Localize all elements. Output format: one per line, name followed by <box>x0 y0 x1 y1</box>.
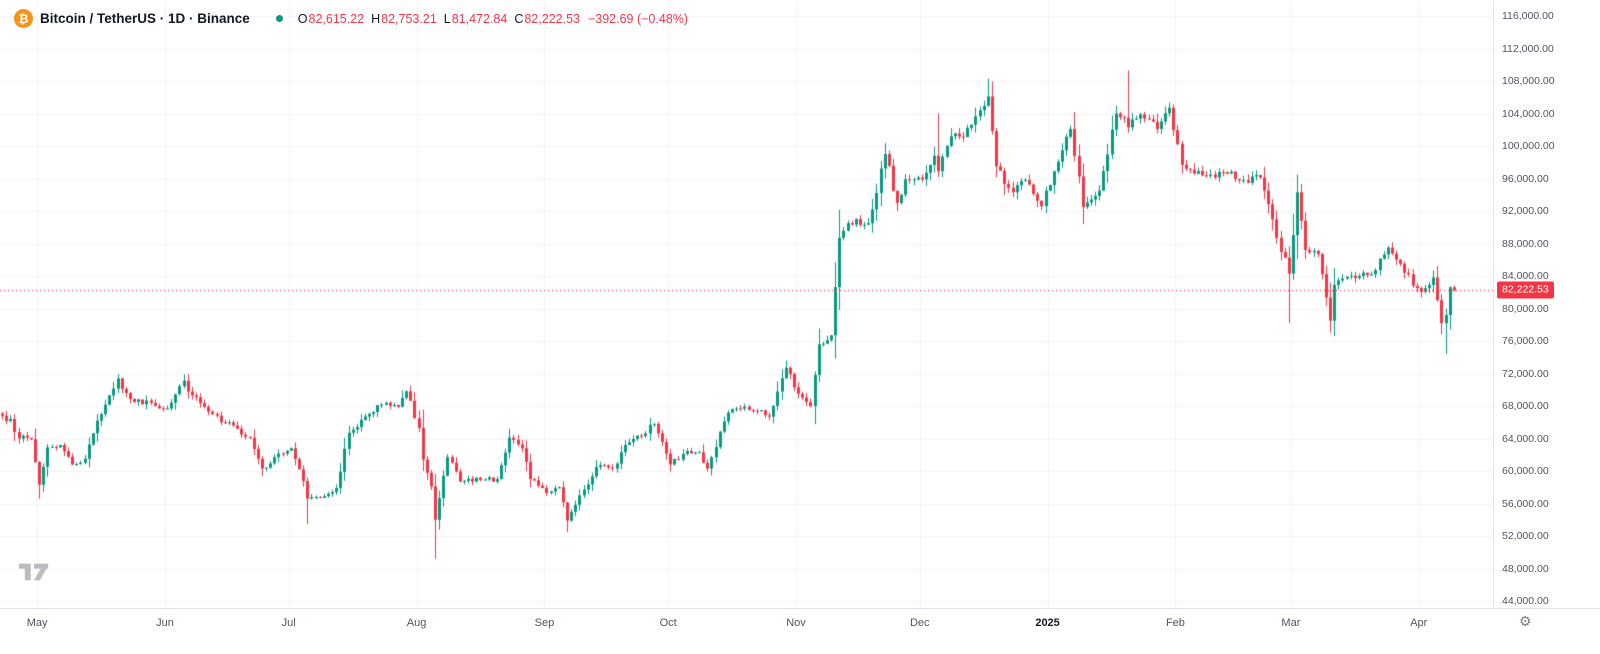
price-axis-label: 76,000.00 <box>1502 335 1549 347</box>
candlestick-canvas[interactable] <box>0 0 1493 608</box>
price-axis-label: 44,000.00 <box>1502 595 1549 607</box>
high-label: H <box>371 11 381 26</box>
price-axis-label: 108,000.00 <box>1502 75 1555 87</box>
low-label: L <box>443 11 451 26</box>
chart-plot-area[interactable]: ₿ Bitcoin / TetherUS · 1D · Binance O 82,… <box>0 0 1493 608</box>
price-axis-label: 88,000.00 <box>1502 237 1549 250</box>
time-axis-label: May <box>26 617 48 629</box>
price-axis-label: 72,000.00 <box>1502 367 1549 380</box>
time-axis[interactable]: May Jun Jul Aug Sep Oct Nov Dec 2025 Feb Mar Apr ⚙ <box>0 608 1600 654</box>
close-label: C <box>514 11 524 26</box>
bitcoin-logo-icon: ₿ <box>14 9 33 28</box>
price-axis-label: 48,000.00 <box>1502 562 1549 575</box>
ohlc-readout: O 82,615.22 H 82,753.21 L 81,472.84 C 82,222… <box>291 12 688 26</box>
price-axis-label: 100,000.00 <box>1502 140 1555 152</box>
price-axis-label: 96,000.00 <box>1502 172 1549 185</box>
price-axis-label: 52,000.00 <box>1502 530 1549 542</box>
price-axis-label: 112,000.00 <box>1502 42 1554 55</box>
price-axis-label: 104,000.00 <box>1502 107 1555 120</box>
price-axis-label: 92,000.00 <box>1502 205 1549 217</box>
close-value: 82,222.53 <box>524 11 580 26</box>
time-axis-label: Aug <box>406 617 427 629</box>
time-axis-label: Oct <box>659 617 677 629</box>
time-axis-label: Jun <box>156 617 174 629</box>
tradingview-logo-watermark[interactable] <box>19 562 49 587</box>
open-value: 82,615.22 <box>308 11 365 26</box>
high-value: 82,753.21 <box>381 11 437 26</box>
time-axis-label: Nov <box>786 617 806 629</box>
price-axis-label: 60,000.00 <box>1502 465 1549 477</box>
time-axis-label: Dec <box>909 617 930 629</box>
price-axis-label: 68,000.00 <box>1502 400 1549 412</box>
tradingview-logo-icon <box>19 563 49 581</box>
time-axis-label: Mar <box>1281 617 1301 629</box>
price-axis-label: 116,000.00 <box>1502 10 1554 22</box>
last-price-tag: 82,222.53 <box>1497 281 1554 299</box>
price-axis-label: 84,000.00 <box>1502 270 1549 282</box>
price-axis-label: 64,000.00 <box>1502 432 1549 445</box>
low-value: 81,472.84 <box>451 11 508 26</box>
change-value: −392.69 (−0.48%) <box>587 11 689 26</box>
chart-legend: ₿ Bitcoin / TetherUS · 1D · Binance O 82,… <box>14 9 688 28</box>
price-axis[interactable]: 116,000.00 112,000.00 108,000.00 104,000.00… <box>1493 0 1600 608</box>
time-axis-label: Feb <box>1165 617 1185 629</box>
gear-icon[interactable]: ⚙ <box>1519 613 1532 629</box>
price-axis-label: 80,000.00 <box>1502 302 1549 315</box>
time-axis-label: Jul <box>281 617 296 629</box>
open-label: O <box>297 11 308 26</box>
time-axis-label: Sep <box>534 617 555 629</box>
market-status-dot[interactable] <box>275 15 283 22</box>
price-axis-label: 56,000.00 <box>1502 497 1549 510</box>
time-axis-label: 2025 <box>1035 617 1060 629</box>
symbol-title[interactable]: Bitcoin / TetherUS · 1D · Binance <box>40 11 250 26</box>
time-axis-label: Apr <box>1410 617 1428 629</box>
